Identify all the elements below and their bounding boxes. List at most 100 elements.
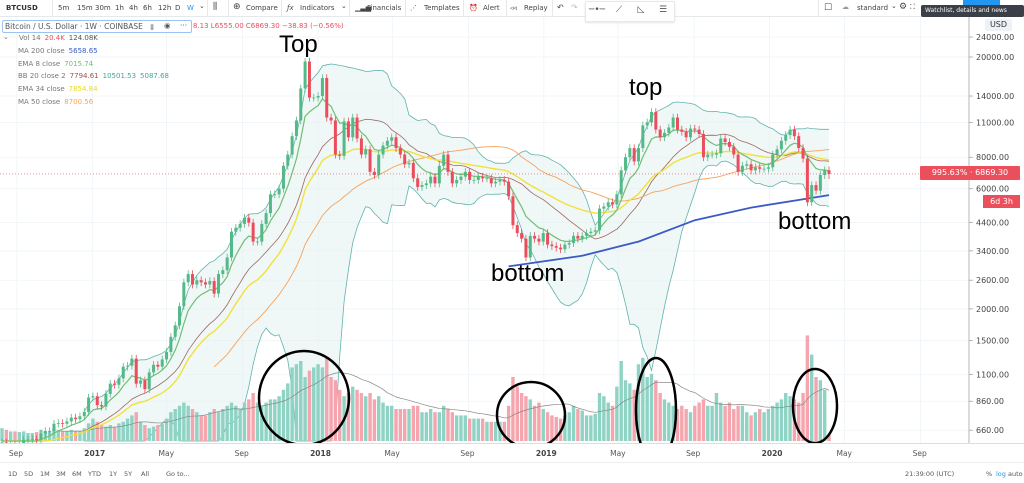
watchlist-button[interactable]: [963, 0, 1000, 5]
candle-body: [714, 153, 718, 155]
indicator-name: BB 20 close 2: [18, 72, 66, 81]
gear-icon[interactable]: ⚙: [899, 2, 908, 12]
candle-body: [463, 171, 467, 177]
candle-body: [156, 364, 160, 367]
compare-button[interactable]: Compare: [246, 4, 278, 12]
replay-button[interactable]: Replay: [524, 4, 548, 12]
price-chart[interactable]: 24000.00 20000.00 14000.00 11000.00 8000.00 6…: [0, 0, 1024, 443]
interval-d[interactable]: D: [175, 4, 181, 12]
redo-icon[interactable]: ↷: [571, 3, 578, 12]
candle: [585, 229, 589, 240]
interval-30m[interactable]: 30m: [95, 4, 111, 12]
interval-w[interactable]: W: [187, 4, 194, 12]
legend-row[interactable]: EMA 34 close 7854.84: [18, 85, 98, 93]
range-all[interactable]: All: [141, 470, 150, 478]
chevron-down-icon[interactable]: ⌄: [891, 2, 897, 10]
percent-toggle[interactable]: %: [986, 470, 993, 478]
undo-icon[interactable]: ↶: [557, 3, 564, 12]
range-5y[interactable]: 5Y: [124, 470, 133, 478]
legend-row[interactable]: MA 200 close 5658.65: [18, 47, 98, 55]
range-6m[interactable]: 6M: [72, 470, 82, 478]
interval-15m[interactable]: 15m: [77, 4, 93, 12]
volume-bar: [4, 429, 9, 441]
volume-bar: [554, 417, 558, 441]
candle: [697, 125, 701, 138]
candle-body: [576, 235, 580, 239]
candle: [606, 198, 610, 211]
candle: [186, 270, 190, 287]
tooltip: Watchlist, details and news: [921, 5, 1024, 17]
collapse-legend-icon[interactable]: ⌄: [3, 33, 9, 41]
drawing-toolbar: ─•─ ⟋ ◺ ☰: [585, 1, 675, 22]
fib-icon[interactable]: ☰: [658, 5, 668, 15]
candle-body: [762, 168, 766, 170]
interval-12h[interactable]: 12h: [158, 4, 172, 12]
range-1m[interactable]: 1M: [40, 470, 50, 478]
hide-icon[interactable]: ▮: [150, 22, 155, 31]
layout-name[interactable]: standard: [857, 4, 889, 12]
candle: [48, 427, 52, 435]
eye-icon[interactable]: ◉: [164, 21, 171, 30]
financials-button[interactable]: Financials: [367, 4, 402, 12]
candle: [78, 412, 82, 424]
horizontal-line-icon[interactable]: ─•─: [588, 5, 606, 15]
candle: [684, 127, 688, 142]
more-icon[interactable]: ···: [180, 21, 188, 30]
range-ytd[interactable]: YTD: [88, 470, 101, 478]
indicators-button[interactable]: Indicators: [300, 4, 335, 12]
candles-icon[interactable]: ⫼: [213, 2, 218, 12]
volume-bar: [797, 402, 801, 441]
indicator-name: MA 200 close: [18, 46, 65, 55]
candle-body: [69, 417, 73, 422]
candle: [251, 218, 255, 246]
currency-label[interactable]: USD: [985, 19, 1012, 31]
candle-body: [385, 140, 389, 146]
range-5d[interactable]: 5D: [24, 470, 34, 478]
alert-button[interactable]: Alert: [483, 4, 500, 12]
log-toggle[interactable]: log: [996, 470, 1006, 478]
volume-bar: [99, 425, 104, 441]
volume-bar: [745, 412, 749, 441]
range-1y[interactable]: 1Y: [109, 470, 118, 478]
fullscreen-icon[interactable]: ⛶: [910, 3, 915, 11]
goto-button[interactable]: Go to...: [166, 470, 190, 478]
legend-row[interactable]: EMA 8 close 7015.74: [18, 60, 93, 68]
candle: [701, 130, 705, 162]
interval-5m[interactable]: 5m: [58, 4, 70, 12]
interval-dropdown[interactable]: ⌄: [199, 2, 205, 10]
trend-line-icon[interactable]: ⟋: [615, 5, 623, 15]
volume-bar: [719, 402, 723, 441]
candle-body: [766, 167, 770, 169]
candle-body: [398, 148, 402, 155]
candle-body: [407, 162, 411, 165]
legend-row[interactable]: BB 20 close 2 7794.61 10501.53 5087.68: [18, 72, 169, 80]
candle-body: [152, 364, 156, 373]
candle-body: [537, 238, 541, 242]
auto-toggle[interactable]: auto: [1008, 470, 1023, 478]
symbol-search[interactable]: BTCUSD: [6, 4, 38, 12]
volume-bar: [121, 421, 125, 441]
legend-row[interactable]: MA 50 close 8700.56: [18, 98, 93, 106]
candle-body: [329, 117, 333, 121]
templates-button[interactable]: Templates: [424, 4, 460, 12]
candle: [191, 270, 195, 289]
symbol-legend[interactable]: Bitcoin / U.S. Dollar · 1W · COINBASE ▮ …: [2, 20, 192, 33]
time-axis[interactable]: Sep 2017 May Sep 2018 May Sep 2019 May Sep 2020 May…: [0, 443, 1024, 462]
candle: [576, 232, 580, 243]
range-3m[interactable]: 3M: [56, 470, 66, 478]
legend-row[interactable]: Vol 14 20.4K 124.08K: [19, 34, 98, 42]
interval-4h[interactable]: 4h: [129, 4, 138, 12]
candle-body: [364, 149, 368, 155]
volume-bar: [260, 405, 264, 441]
range-1d[interactable]: 1D: [8, 470, 18, 478]
chevron-down-icon[interactable]: ⌄: [341, 2, 347, 10]
candle: [632, 144, 636, 166]
square-icon[interactable]: ☐: [824, 3, 833, 13]
interval-6h[interactable]: 6h: [143, 4, 152, 12]
candle: [338, 150, 342, 160]
triangle-pattern-icon[interactable]: ◺: [637, 5, 645, 15]
interval-1h[interactable]: 1h: [115, 4, 124, 12]
indicator-name: Vol 14: [19, 34, 41, 42]
candle-body: [593, 230, 597, 232]
ema34-line: [2, 148, 830, 442]
